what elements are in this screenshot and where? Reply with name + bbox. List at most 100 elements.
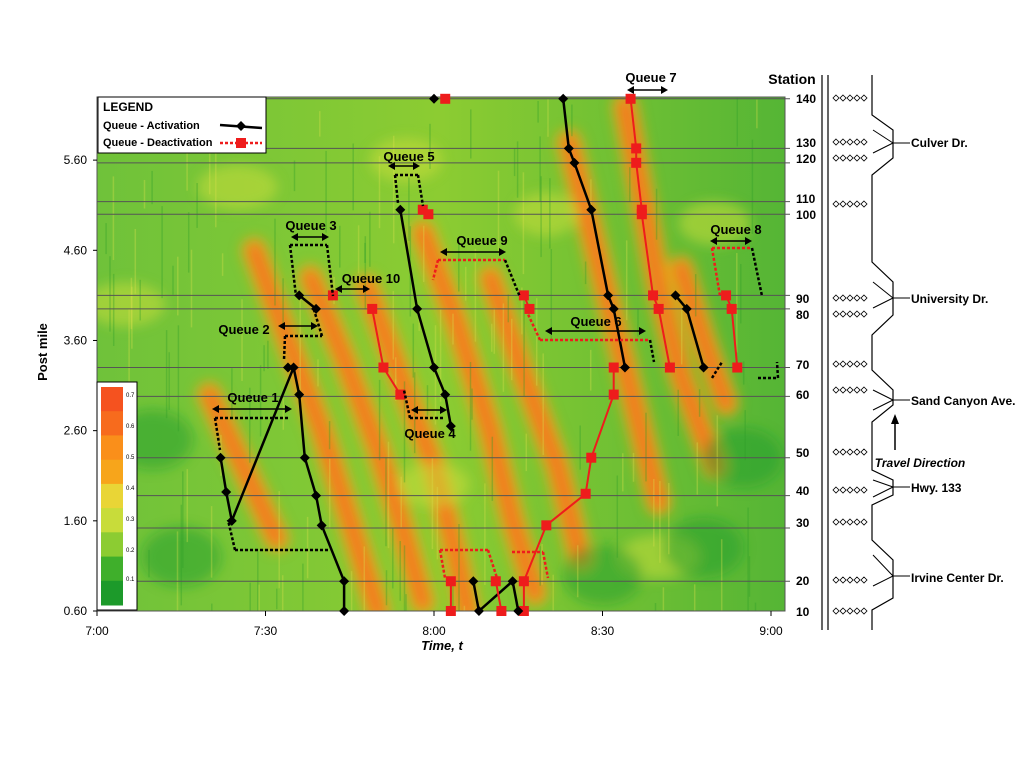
activation-point [513,606,524,616]
colorbar-label: 0.7 [126,393,135,399]
heat-zone [97,282,166,327]
activation-point [507,576,518,587]
ramp-junction [872,389,894,411]
queue-brackets: Queue 1 Queue 2 Queue 3 Queue 10 Queue 5 Queu… [212,70,762,441]
deactivation-point [496,606,507,616]
detector-icon [853,448,861,456]
bracket-arrow [278,322,285,330]
detector-icon [846,200,854,208]
detector-icon [860,138,868,146]
queue-label: Queue 2 [218,322,269,337]
detector-icon [860,448,868,456]
colorbar-label: 0.4 [126,486,135,492]
activation-point [299,452,310,463]
activation-point [294,290,305,301]
activation-point [311,490,322,501]
bracket-arrow [627,86,634,94]
heat-zone [678,201,751,246]
x-tick-label: 8:30 [591,624,615,638]
heat-green-zone [562,544,643,605]
bracket-arrow [639,327,646,335]
detector-icon [846,310,854,318]
activation-point [608,303,619,314]
station-label: 90 [796,292,810,306]
y-axis-label: Post mile [35,323,50,381]
deactivation-point [664,362,675,373]
bracket-arrow [285,405,292,413]
bracket-arrow [291,233,298,241]
detector-icon [832,576,840,584]
queue-envelope [525,311,542,341]
queue-envelope [288,244,298,297]
bracket-arrow [745,237,752,245]
detector-icon [839,386,847,394]
station-label: 60 [796,388,810,402]
bracket-arrow [322,233,329,241]
queue-label: Queue 4 [404,426,456,441]
heat-band-core [416,225,542,600]
queue-envelope [431,259,440,281]
x-axis-label: Time, t [421,638,463,653]
activation-point [412,303,423,314]
detector-icon [832,94,840,102]
deactivation-point [445,606,456,616]
bracket-arrow [311,322,318,330]
legend: LEGEND Queue - Activation Queue - Deacti… [97,96,267,154]
detector-icon [846,360,854,368]
deactivation-point [608,362,619,373]
bracket-arrow [363,285,370,293]
detector-icon [853,360,861,368]
detector-icon [860,154,868,162]
detector-icon [846,386,854,394]
station-label: 40 [796,484,810,498]
detector-icon [860,94,868,102]
queue-envelope [503,259,522,298]
activation-point [215,452,226,463]
heat-zone [369,138,442,183]
activation-point [473,606,484,616]
detector-icon [860,486,868,494]
bracket-arrow [413,162,420,170]
detector-icon [832,486,840,494]
deactivation-point [608,389,619,400]
activation-point [282,362,293,373]
freeway-outer-edge [871,75,894,630]
detector-icon [846,486,854,494]
detector-icon [846,518,854,526]
ramp-junction [872,479,894,498]
deactivation-point [631,157,642,168]
legend-title: LEGEND [103,100,153,114]
deactivation-point [653,303,664,314]
deactivation-point [648,290,659,301]
detector-icon [832,154,840,162]
detector-icon [853,386,861,394]
queue-label: Queue 9 [456,233,507,248]
heat-band-core [674,261,733,411]
legend-deactivation-label: Queue - Deactivation [103,137,213,149]
colorbar-swatch [101,387,123,412]
activation-point [429,362,439,373]
y-tick-label: 3.60 [64,333,88,347]
detector-icon [839,518,847,526]
activation-point [440,389,451,400]
activation-point [316,520,327,531]
station-label: 130 [796,136,816,150]
queue-envelope [312,309,324,337]
deactivation-point [586,452,597,463]
deactivation-point [445,576,456,587]
heat-green-zone [141,526,222,587]
detector-icon [860,518,868,526]
ramp-label: University Dr. [911,292,988,306]
y-axis: 0.60 1.60 2.60 3.60 4.60 5.60 [64,153,97,618]
detector-icon [860,607,868,615]
activation-line [298,294,317,310]
ramp-label: Culver Dr. [911,136,968,150]
detector-icon [832,518,840,526]
colorbar-label: 0.1 [126,577,135,583]
heat-band-core [303,270,430,609]
deactivation-point [721,290,732,301]
deactivation-point [726,303,737,314]
detector-icon [853,138,861,146]
deactivation-point [625,93,636,104]
